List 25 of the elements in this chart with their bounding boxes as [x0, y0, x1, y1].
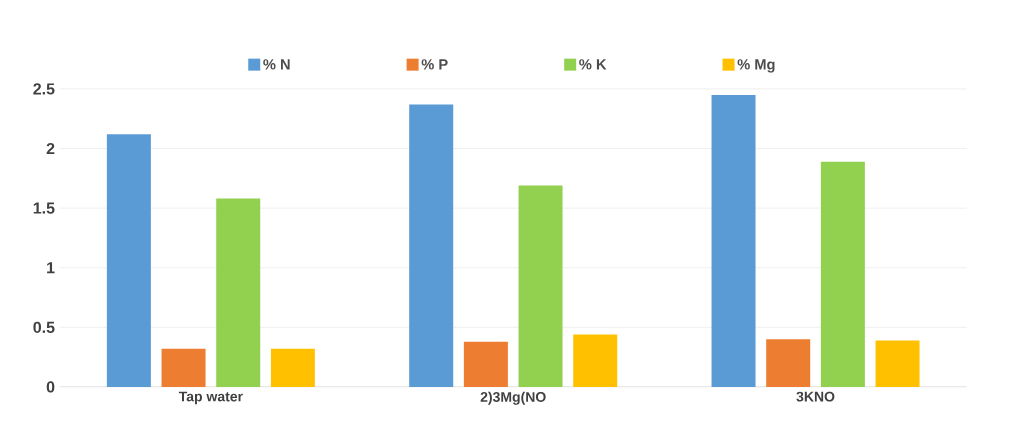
y-tick-label: 0.5: [33, 321, 55, 333]
legend-label: % K: [579, 59, 607, 70]
legend-label: % P: [421, 59, 448, 70]
y-tick-label: 1: [47, 262, 55, 274]
bar: [766, 339, 811, 387]
bar: [161, 348, 206, 387]
bar: [106, 134, 151, 387]
bar: [711, 94, 756, 387]
bar: [820, 161, 865, 387]
bar: [463, 341, 508, 387]
bar: [875, 340, 920, 387]
x-tick-label: Tap water: [178, 391, 243, 405]
x-tick-label: 3KNO: [796, 391, 835, 402]
bar: [270, 348, 315, 387]
bar: [409, 104, 454, 387]
y-tick-label: 0: [46, 381, 55, 393]
bar: [573, 334, 618, 387]
bar: [216, 198, 261, 387]
legend-label: % N: [263, 59, 290, 70]
y-tick-label: 2: [46, 142, 55, 155]
y-tick-label: 1.5: [33, 202, 55, 214]
legend-label: % Mg: [737, 59, 775, 73]
bar: [518, 185, 563, 387]
y-tick-label: 2.5: [33, 83, 55, 95]
x-tick-label: 2)3Mg(NO: [480, 391, 546, 405]
